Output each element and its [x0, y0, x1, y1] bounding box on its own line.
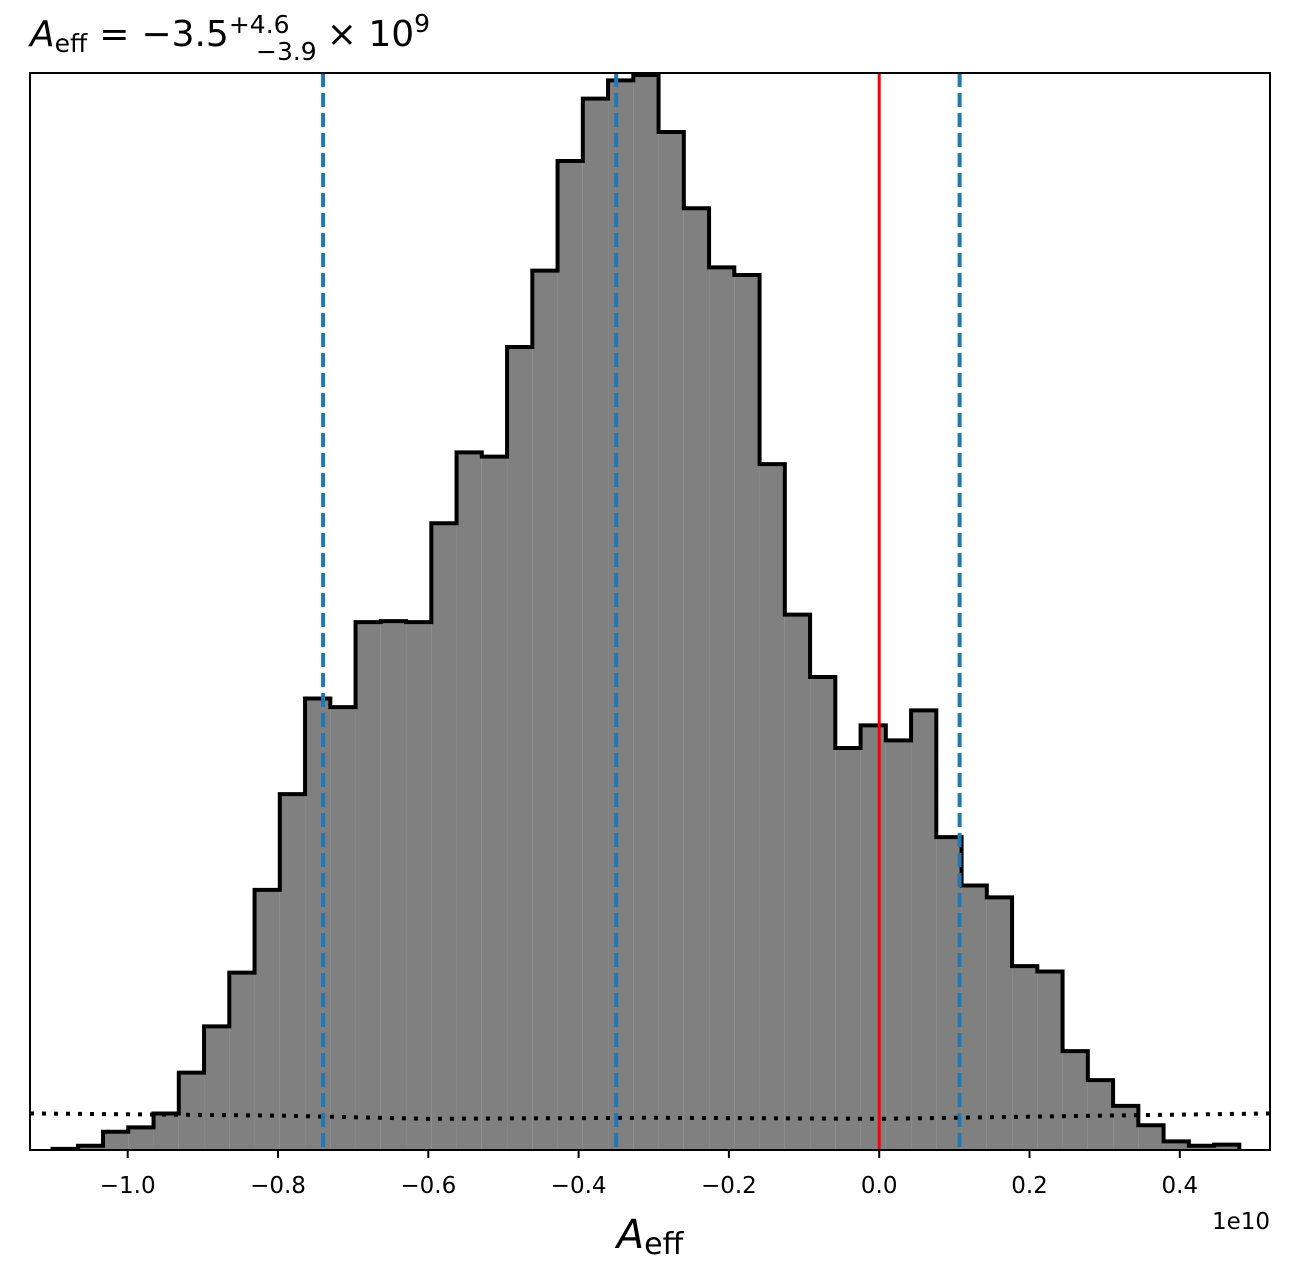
title-equals: =: [99, 14, 129, 55]
axes-frame: [29, 72, 1271, 1151]
title-value: −3.5: [141, 14, 228, 55]
x-offset-label: 1e10: [1212, 1209, 1270, 1235]
histogram-bar: [936, 837, 962, 1150]
histogram-bar: [608, 80, 634, 1150]
histogram-bar: [885, 740, 912, 1150]
histogram-bar: [582, 98, 609, 1150]
title-multiplier: × 10: [327, 14, 414, 55]
histogram-bar: [431, 523, 457, 1150]
histogram-bar: [961, 885, 987, 1150]
histogram-bar: [683, 208, 710, 1150]
histogram-bar: [103, 1131, 129, 1150]
histogram-bar: [1188, 1145, 1215, 1150]
histogram-bar: [1062, 1051, 1088, 1150]
histogram-bar: [860, 725, 886, 1150]
x-tick-label: −0.8: [250, 1173, 306, 1199]
histogram-bar: [633, 75, 659, 1150]
xlabel-subscript: eff: [644, 1227, 684, 1262]
histogram-bar: [456, 452, 482, 1150]
x-tick-label: 0.4: [1162, 1173, 1199, 1199]
histogram-bar: [178, 1072, 205, 1150]
title-symbol-subscript: eff: [55, 29, 88, 58]
x-tick-label: −0.2: [701, 1173, 757, 1199]
histogram-bar: [229, 972, 255, 1150]
histogram-bar: [153, 1113, 179, 1150]
x-tick-label: −1.0: [100, 1173, 156, 1199]
histogram-bar: [330, 707, 356, 1150]
x-axis-label: Aeff: [614, 1212, 685, 1262]
x-tick-label: 0.2: [1011, 1173, 1048, 1199]
title-plus-error: +4.6: [229, 10, 290, 39]
histogram-bar: [254, 889, 280, 1150]
histogram-bar: [911, 710, 937, 1150]
histogram-bar: [204, 1026, 230, 1150]
histogram-outline: [50, 73, 1242, 1150]
x-tick-label: 0.0: [861, 1173, 898, 1199]
title-minus-error: −3.9: [256, 37, 317, 66]
histogram-bar: [481, 456, 508, 1150]
histogram-bar: [532, 270, 558, 1150]
histogram-bar: [835, 747, 861, 1150]
histogram-bar: [305, 698, 331, 1150]
histogram-bar: [810, 677, 836, 1150]
histogram-bar: [406, 622, 432, 1150]
histogram-bar: [1012, 966, 1038, 1150]
x-tick-label: −0.6: [400, 1173, 456, 1199]
histogram-bar: [658, 131, 684, 1150]
histogram-bar: [557, 161, 583, 1150]
histogram-bar: [1163, 1141, 1189, 1150]
chart-title: Aeff = −3.5+4.6 −3.9 × 109: [28, 9, 430, 66]
xlabel-symbol: A: [614, 1212, 644, 1258]
histogram-bar: [1037, 971, 1063, 1150]
histogram-bar: [1138, 1125, 1164, 1150]
histogram-bar: [1214, 1144, 1240, 1150]
x-tick-label: −0.4: [551, 1173, 607, 1199]
histogram-bar: [279, 794, 306, 1150]
histogram-bar: [734, 274, 760, 1150]
histogram-bar: [709, 267, 735, 1150]
histogram-bar: [507, 346, 533, 1150]
histogram-bar: [380, 621, 407, 1150]
histogram-bar: [78, 1145, 104, 1150]
title-symbol: A: [28, 14, 55, 55]
histogram-bar: [759, 464, 785, 1150]
histogram-bar: [784, 614, 811, 1150]
title-exponent: 9: [414, 9, 430, 38]
histogram-bar: [986, 897, 1013, 1150]
histogram-bar: [355, 622, 381, 1150]
histogram-bar: [1113, 1105, 1139, 1150]
histogram-bar: [128, 1127, 154, 1150]
